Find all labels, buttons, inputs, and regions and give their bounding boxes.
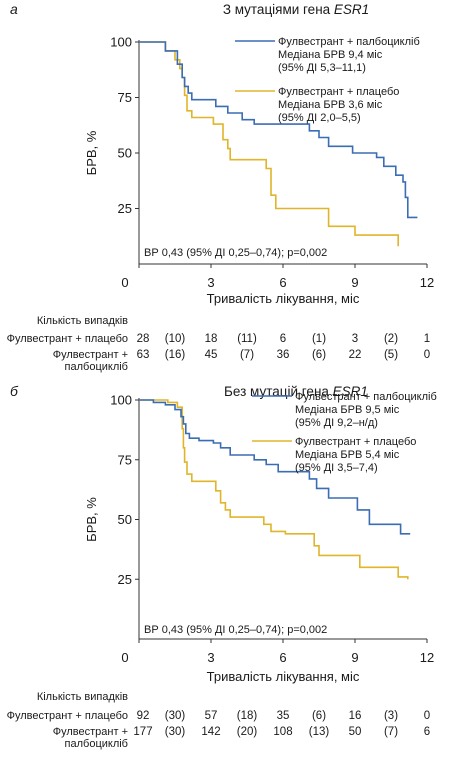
risk-table-cell: 1 [424, 333, 430, 345]
risk-table-header: Кількість випадків [37, 691, 128, 703]
y-tick-label: 50 [118, 512, 132, 527]
legend-entry: (95% ДІ 2,0–5,5) [278, 112, 361, 124]
x-tick-label: 3 [207, 275, 214, 290]
legend-entry: (95% ДІ 5,3–11,1) [278, 62, 366, 74]
x-tick-label: 9 [351, 650, 358, 665]
risk-table-cell: 16 [349, 710, 362, 722]
chart-title: Без мутацій гена ESR1 [224, 384, 368, 399]
x-tick-label: 0 [121, 650, 128, 665]
chart-panel-b: б Без мутацій гена ESR1 25 50 75 100 0 3 6 9 12 БРВ… [0, 380, 459, 763]
risk-table-cell: 92 [137, 710, 150, 722]
legend-entry: Фулвестрант + палбоцикліб [278, 36, 420, 48]
risk-table-cell: (7) [384, 726, 398, 738]
y-tick-label: 25 [118, 201, 132, 216]
hazard-ratio-annotation: ВР 0,43 (95% ДІ 0,25–0,74); p=0,002 [144, 624, 327, 636]
risk-table-cell: 0 [424, 710, 430, 722]
risk-table-cell: 0 [424, 349, 430, 361]
risk-table-cell: (16) [165, 349, 186, 361]
chart-title: З мутаціями гена ESR1 [223, 2, 369, 17]
risk-table-cell: (30) [165, 710, 186, 722]
risk-table-header: Кількість випадків [37, 315, 128, 327]
risk-table-cell: 3 [352, 333, 358, 345]
legend-entry: Медіана БРВ 3,6 міс [278, 99, 383, 111]
risk-table-cell: 18 [205, 333, 218, 345]
risk-table-cell: 57 [205, 710, 218, 722]
legend-entry: Медіана БРВ 5,4 міс [295, 449, 400, 461]
legend-entry: Фулвестрант + палбоцикліб [295, 391, 437, 403]
risk-row-label: Фулвестрант + плацебо [7, 333, 128, 345]
y-tick-label: 75 [118, 452, 132, 467]
risk-table-cell: 28 [137, 333, 150, 345]
y-axis-label: БРВ, % [84, 497, 99, 542]
x-tick-label: 6 [279, 275, 286, 290]
risk-table-cell: (7) [240, 349, 254, 361]
risk-row-label: Фулвестрант + плацебо [7, 710, 128, 722]
risk-table-cell: 63 [137, 349, 150, 361]
risk-table-cell: (18) [237, 710, 258, 722]
risk-table-cell: 6 [280, 333, 286, 345]
x-axis-label: Тривалість лікування, міс [207, 669, 360, 684]
risk-table-cell: 45 [205, 349, 218, 361]
risk-table-cell: 6 [424, 726, 430, 738]
risk-table-cell: 142 [201, 726, 220, 738]
x-tick-label: 3 [207, 650, 214, 665]
series-line-placebo [139, 399, 409, 580]
risk-table-cell: 35 [277, 710, 290, 722]
y-tick-label: 50 [118, 146, 132, 161]
x-tick-label: 0 [121, 275, 128, 290]
legend-entry: Медіана БРВ 9,4 міс [278, 49, 383, 61]
y-tick-label: 100 [110, 393, 132, 408]
y-axis-label: БРВ, % [84, 130, 99, 175]
risk-row-label: Фулвестрант + [53, 349, 128, 361]
risk-table-cell: 50 [349, 726, 362, 738]
risk-table-cell: (20) [237, 726, 258, 738]
risk-table-cell: (1) [312, 333, 326, 345]
risk-table-cell: (3) [384, 710, 398, 722]
y-tick-label: 75 [118, 90, 132, 105]
risk-table-cell: (30) [165, 726, 186, 738]
legend-entry: Фулвестрант + плацебо [295, 436, 416, 448]
risk-table-cell: (2) [384, 333, 398, 345]
risk-table-cell: (13) [309, 726, 330, 738]
y-tick-label: 25 [118, 572, 132, 587]
x-tick-label: 6 [279, 650, 286, 665]
hazard-ratio-annotation: ВР 0,43 (95% ДІ 0,25–0,74); p=0,002 [144, 247, 327, 259]
series-line-palbociclib [139, 41, 418, 219]
risk-row-label: палбоцикліб [65, 361, 128, 373]
panel-letter: б [10, 383, 19, 399]
x-tick-label: 12 [420, 650, 434, 665]
risk-table-cell: (6) [312, 349, 326, 361]
panel-letter: а [10, 1, 18, 17]
legend-entry: Фулвестрант + плацебо [278, 86, 399, 98]
risk-table-cell: (10) [165, 333, 186, 345]
risk-row-label: палбоцикліб [65, 738, 128, 750]
risk-table-cell: 22 [349, 349, 362, 361]
series-line-placebo [139, 41, 399, 247]
legend-entry: Медіана БРВ 9,5 міс [295, 404, 400, 416]
y-tick-label: 100 [110, 35, 132, 50]
risk-table-cell: (11) [237, 333, 257, 345]
risk-row-label: Фулвестрант + [53, 726, 128, 738]
risk-table-cell: (6) [312, 710, 326, 722]
x-tick-label: 9 [351, 275, 358, 290]
risk-table-cell: 36 [277, 349, 290, 361]
legend-entry: (95% ДІ 3,5–7,4) [295, 462, 378, 474]
risk-table-cell: 177 [133, 726, 152, 738]
km-chart-b: б Без мутацій гена ESR1 25 50 75 100 0 3 6 9 12 БРВ… [7, 383, 437, 750]
risk-table-cell: (5) [384, 349, 398, 361]
x-axis-label: Тривалість лікування, міс [207, 291, 360, 306]
risk-table-cell: 108 [273, 726, 292, 738]
x-tick-label: 12 [420, 275, 434, 290]
series-line-palbociclib [139, 399, 411, 535]
legend-entry: (95% ДІ 9,2–н/д) [295, 417, 378, 429]
